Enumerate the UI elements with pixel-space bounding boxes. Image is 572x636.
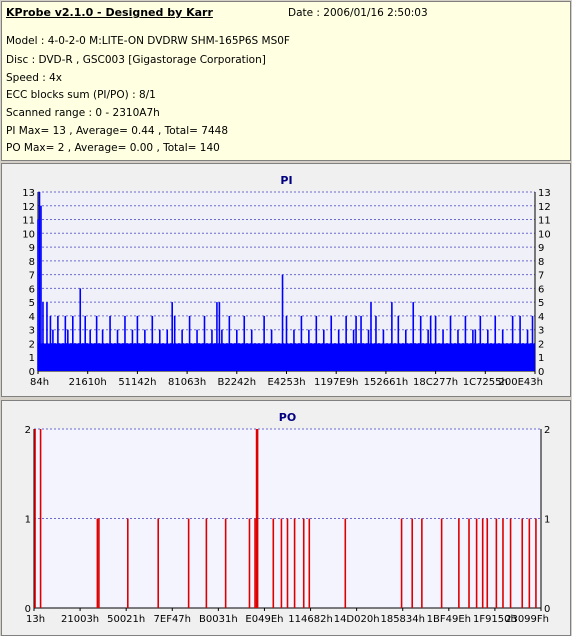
pi-x-tick-label: E4253h xyxy=(267,377,305,388)
po-x-tick-label: E049Eh xyxy=(245,614,283,625)
pi-y-tick-right: 12 xyxy=(538,202,551,213)
info-po-stats: PO Max= 2 , Average= 0.00 , Total= 140 xyxy=(6,142,220,154)
pi-y-tick-left: 8 xyxy=(29,257,35,268)
scan-date: Date : 2006/01/16 2:50:03 xyxy=(288,7,428,19)
pi-x-tick-label: 18C277h xyxy=(413,377,458,388)
pi-y-tick-right: 7 xyxy=(538,271,544,282)
pi-y-tick-right: 10 xyxy=(538,229,551,240)
pi-x-tick-label: B2242h xyxy=(217,377,256,388)
pi-y-tick-right: 4 xyxy=(538,312,544,323)
pi-chart-title: PI xyxy=(280,174,292,187)
po-x-tick-label: 185834h xyxy=(380,614,425,625)
pi-y-tick-right: 1 xyxy=(538,353,544,364)
po-x-tick-label: 21003h xyxy=(61,614,99,625)
pi-y-tick-left: 10 xyxy=(22,229,35,240)
pi-y-tick-left: 5 xyxy=(29,298,35,309)
info-pi-stats: PI Max= 13 , Average= 0.44 , Total= 7448 xyxy=(6,125,229,137)
pi-y-tick-left: 9 xyxy=(29,243,35,254)
po-y-tick-right: 0 xyxy=(544,604,550,615)
po-y-tick-right: 1 xyxy=(544,515,550,526)
po-y-tick-right: 2 xyxy=(544,425,550,436)
pi-x-tick-label: 81063h xyxy=(168,377,206,388)
pi-chart-panel: PI 0 0 1 1 2 2 3 3 4 4 5 5 6 6 7 7 8 8 9 9 10 10 11 11 12 12 13 13 84… xyxy=(1,163,571,397)
pi-y-tick-left: 11 xyxy=(22,216,35,227)
po-y-tick-left: 0 xyxy=(25,604,31,615)
pi-y-tick-left: 0 xyxy=(29,367,35,378)
pi-x-tick-label: 21610h xyxy=(69,377,107,388)
po-x-tick-label: 7EF47h xyxy=(154,614,192,625)
pi-y-tick-right: 3 xyxy=(538,326,544,337)
po-y-tick-left: 1 xyxy=(25,515,31,526)
pi-y-tick-left: 13 xyxy=(22,188,35,199)
po-y-tick-left: 2 xyxy=(25,425,31,436)
pi-x-tick-label: 152661h xyxy=(364,377,409,388)
pi-y-tick-left: 12 xyxy=(22,202,35,213)
pi-y-tick-right: 8 xyxy=(538,257,544,268)
info-range: Scanned range : 0 - 2310A7h xyxy=(6,107,160,119)
info-model: Model : 4-0-2-0 M:LITE-ON DVDRW SHM-165P… xyxy=(6,35,290,47)
app-title: KProbe v2.1.0 - Designed by Karr xyxy=(6,6,213,19)
pi-x-tick-label: 1197E9h xyxy=(314,377,358,388)
po-x-tick-label: 13h xyxy=(26,614,45,625)
info-disc: Disc : DVD-R , GSC003 [Gigastorage Corpo… xyxy=(6,54,266,66)
info-panel: KProbe v2.1.0 - Designed by Karr Date : … xyxy=(1,1,571,161)
po-x-tick-label: B0031h xyxy=(199,614,238,625)
pi-y-tick-left: 7 xyxy=(29,271,35,282)
po-x-tick-label: 114682h xyxy=(288,614,333,625)
pi-y-tick-right: 0 xyxy=(538,367,544,378)
po-chart-title: PO xyxy=(279,411,296,424)
pi-y-tick-right: 6 xyxy=(538,284,544,295)
pi-y-tick-right: 11 xyxy=(538,216,551,227)
po-x-tick-label: 1F9150h xyxy=(473,614,517,625)
pi-y-tick-left: 3 xyxy=(29,326,35,337)
pi-x-tick-label: 200E43h xyxy=(499,377,543,388)
pi-y-tick-right: 2 xyxy=(538,339,544,350)
pi-y-tick-left: 6 xyxy=(29,284,35,295)
info-speed: Speed : 4x xyxy=(6,72,63,84)
po-chart-panel: PO 0 0 1 1 2 2 13h 21003h 50021h 7EF47h B0031h E049E… xyxy=(1,400,571,636)
po-x-tick-label: 1BF49Eh xyxy=(427,614,471,625)
po-x-tick-label: 50021h xyxy=(107,614,145,625)
pi-y-tick-right: 5 xyxy=(538,298,544,309)
pi-y-tick-right: 13 xyxy=(538,188,551,199)
pi-x-tick-label: 51142h xyxy=(118,377,156,388)
pi-y-tick-left: 1 xyxy=(29,353,35,364)
info-ecc: ECC blocks sum (PI/PO) : 8/1 xyxy=(6,89,156,101)
pi-y-tick-left: 2 xyxy=(29,339,35,350)
pi-x-tick-label: 84h xyxy=(30,377,49,388)
pi-x-tick-label: 1C7255h xyxy=(463,377,508,388)
po-x-tick-label: 23099Fh xyxy=(505,614,549,625)
pi-y-tick-right: 9 xyxy=(538,243,544,254)
po-chart: PO 0 0 1 1 2 2 13h 21003h 50021h 7EF47h B0031h E049E… xyxy=(25,411,551,625)
pi-y-tick-left: 4 xyxy=(29,312,35,323)
po-x-tick-label: 14D020h xyxy=(334,614,380,625)
